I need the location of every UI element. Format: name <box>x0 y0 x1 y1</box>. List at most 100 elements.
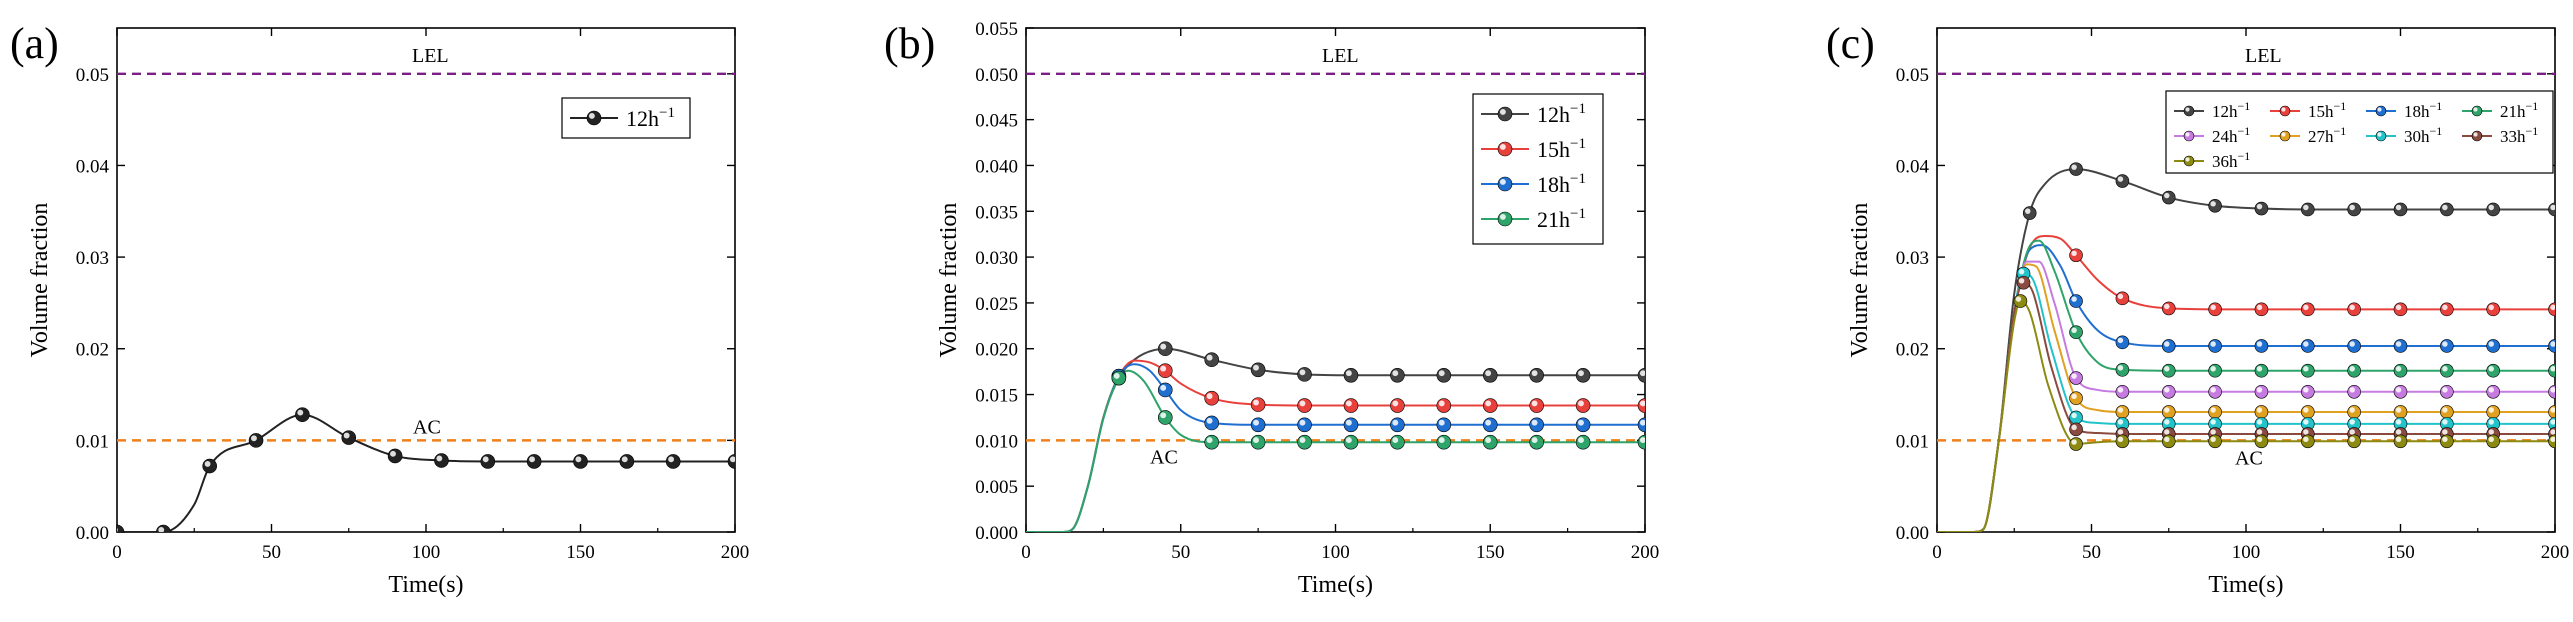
data-point-21h <box>1250 434 1266 450</box>
data-point-27h <box>2161 405 2176 419</box>
legend-swatch-marker <box>1497 211 1513 227</box>
data-point-24h <box>2301 384 2315 399</box>
data-point-12h <box>1297 367 1312 382</box>
data-point-18h <box>2548 339 2555 353</box>
reference-label-ac: AC <box>1150 446 1178 468</box>
legend-label: 12h−1 <box>1537 101 1586 127</box>
data-point-21h <box>2115 363 2130 377</box>
data-point-12h <box>1204 352 1219 368</box>
y-axis-title: Volume fraction <box>1847 203 1873 358</box>
data-point-18h <box>2161 339 2176 353</box>
data-point-24h <box>2115 384 2130 399</box>
reference-label-ac: AC <box>2235 447 2263 469</box>
y-tick-label: 0.050 <box>975 65 1018 86</box>
data-point-12h <box>1390 368 1405 383</box>
data-point-18h <box>2440 339 2454 353</box>
legend-item-27h: 27h−1 <box>2270 124 2346 146</box>
data-point-27h <box>2115 405 2130 419</box>
y-tick-label: 0.030 <box>975 248 1018 269</box>
y-tick-label: 0.000 <box>975 523 1018 544</box>
panel-label-c: (c) <box>1826 19 1875 68</box>
legend-item-24h: 24h−1 <box>2174 124 2250 146</box>
series-group <box>1937 162 2555 532</box>
legend-label-superscript: −1 <box>2526 124 2539 138</box>
data-point-12h <box>1343 368 1359 383</box>
data-point-30h <box>2548 417 2555 431</box>
x-tick-label: 150 <box>1476 542 1505 563</box>
panel-label-b: (b) <box>884 19 935 68</box>
data-point-12h <box>727 454 735 469</box>
data-point-21h <box>2208 363 2222 378</box>
x-tick-label: 150 <box>2386 542 2415 563</box>
data-point-24h <box>2254 384 2269 399</box>
data-point-21h <box>2254 363 2269 378</box>
data-point-36h <box>2161 434 2176 449</box>
legend-label-base: 21h <box>2500 102 2526 121</box>
data-point-21h <box>1204 434 1219 450</box>
data-point-21h <box>2440 363 2454 378</box>
data-point-21h <box>1297 434 1312 450</box>
data-point-12h <box>248 433 264 448</box>
data-point-27h <box>2208 405 2222 419</box>
legend: 12h−1 <box>561 97 691 139</box>
data-point-33h <box>2069 422 2083 437</box>
data-point-27h <box>2548 405 2555 419</box>
legend-label: 24h−1 <box>2212 124 2250 146</box>
series-line-24h <box>1937 260 2555 532</box>
x-tick-label: 50 <box>2082 542 2101 563</box>
data-point-18h <box>1575 417 1591 433</box>
data-point-15h <box>1390 398 1405 413</box>
data-point-36h <box>2548 434 2555 449</box>
legend-label: 12h−1 <box>626 105 675 131</box>
x-tick-label: 0 <box>1932 542 1942 563</box>
data-point-18h <box>2208 339 2222 353</box>
data-point-12h <box>1575 368 1591 383</box>
legend-label-base: 18h <box>2404 102 2430 121</box>
x-tick-label: 100 <box>412 542 441 563</box>
data-point-27h <box>2347 405 2361 419</box>
data-point-18h <box>1204 415 1219 431</box>
legend-label: 21h−1 <box>1537 206 1586 232</box>
data-point-12h <box>2548 202 2555 217</box>
y-tick-label: 0.020 <box>975 340 1018 361</box>
data-point-18h <box>2069 294 2083 308</box>
legend-label-superscript: −1 <box>1570 101 1586 117</box>
legend-item-12h: 12h−1 <box>570 105 675 131</box>
legend-swatch-marker <box>1497 176 1513 192</box>
y-tick-label: 0.00 <box>1896 523 1929 544</box>
legend-swatch-marker <box>2471 130 2483 142</box>
data-point-15h <box>2440 302 2454 317</box>
legend-item-21h: 21h−1 <box>1481 206 1586 232</box>
legend-label-base: 12h <box>626 106 659 131</box>
y-tick-label: 0.00 <box>76 523 109 544</box>
legend-item-12h: 12h−1 <box>1481 101 1586 127</box>
legend-label-superscript: −1 <box>2238 99 2251 113</box>
reference-label-lel: LEL <box>1322 45 1359 67</box>
data-point-12h <box>341 430 357 445</box>
data-point-12h <box>1250 362 1266 378</box>
data-point-12h <box>573 454 588 469</box>
data-point-15h <box>2208 302 2222 317</box>
legend-label: 18h−1 <box>1537 171 1586 197</box>
y-tick-label: 0.040 <box>975 156 1018 177</box>
legend-label: 30h−1 <box>2404 124 2442 146</box>
legend-swatch-marker <box>2183 105 2195 117</box>
legend-item-36h: 36h−1 <box>2174 149 2250 171</box>
y-tick-label: 0.015 <box>975 386 1018 407</box>
data-point-24h <box>2440 384 2454 399</box>
data-point-12h <box>434 453 449 468</box>
data-point-12h <box>1637 368 1645 383</box>
data-point-21h <box>2161 363 2176 378</box>
data-point-21h <box>2486 363 2500 378</box>
data-point-21h <box>1482 434 1498 450</box>
data-point-33h <box>2016 275 2031 290</box>
data-point-15h <box>1250 397 1266 412</box>
legend-label-superscript: −1 <box>2238 149 2251 163</box>
data-point-15h <box>2161 301 2176 316</box>
series-line-33h <box>1937 281 2555 532</box>
data-point-30h <box>2393 417 2408 431</box>
legend-label-superscript: −1 <box>2430 99 2443 113</box>
data-point-18h <box>1529 417 1544 433</box>
